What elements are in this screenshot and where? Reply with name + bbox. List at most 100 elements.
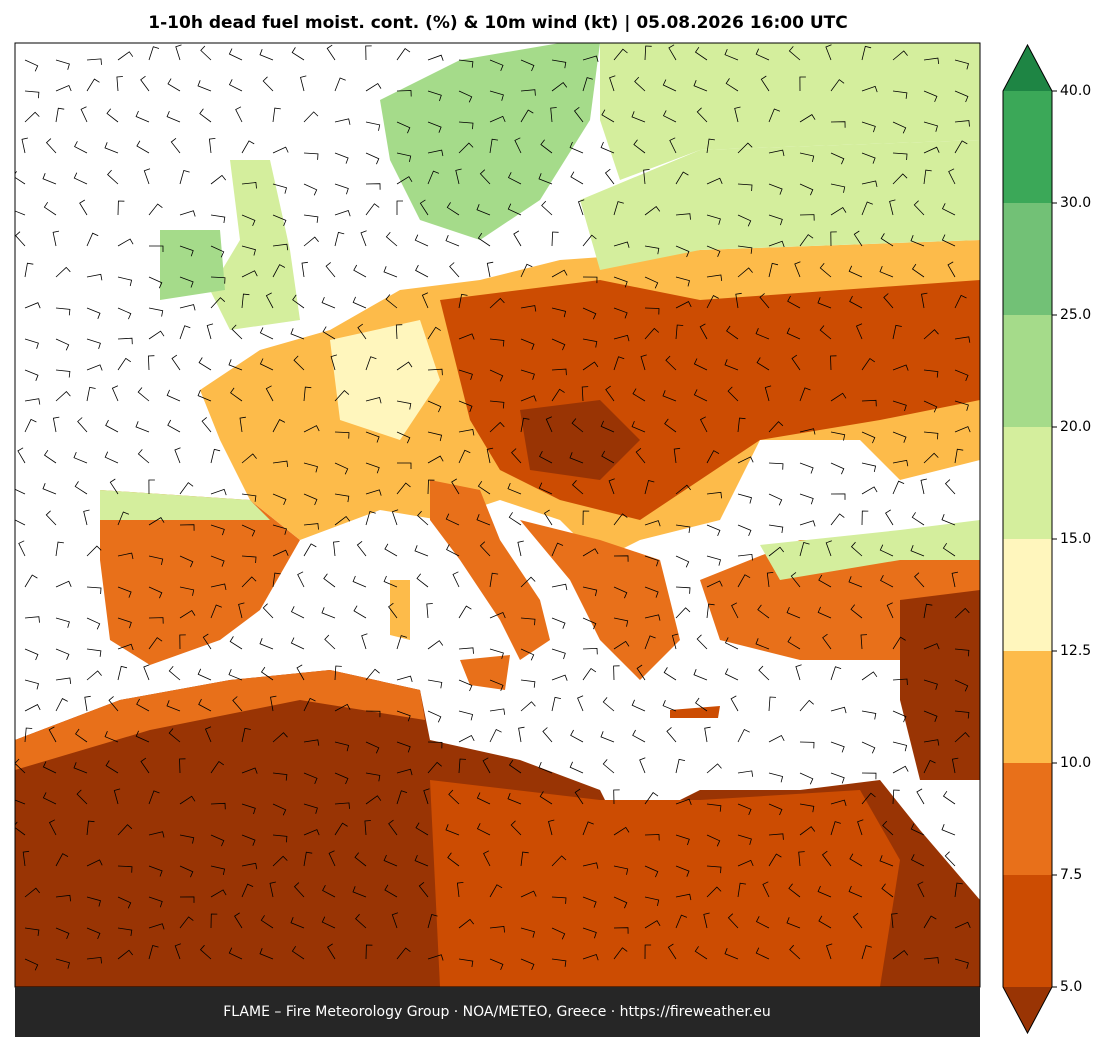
wind-barb xyxy=(452,571,460,588)
wind-barb xyxy=(954,369,969,382)
wind-barb xyxy=(83,509,90,526)
colorbar-tick-label: 7.5 xyxy=(1060,867,1082,883)
wind-barb xyxy=(605,385,615,402)
wind-barb xyxy=(148,517,165,526)
wind-barb xyxy=(107,169,119,185)
wind-barb xyxy=(76,789,88,805)
wind-barb xyxy=(734,106,741,123)
wind-barb xyxy=(520,927,535,938)
wind-barb xyxy=(725,78,739,92)
wind-barb xyxy=(24,338,39,349)
wind-barb xyxy=(706,763,722,774)
wind-barb xyxy=(830,513,845,526)
wind-barb xyxy=(706,295,719,309)
wind-barb xyxy=(822,633,832,650)
wind-barb xyxy=(788,46,801,61)
wind-barb xyxy=(86,58,102,65)
wind-barb xyxy=(296,664,305,681)
colorbar-segment xyxy=(1003,315,1052,427)
wind-barb xyxy=(892,636,906,650)
wind-barb xyxy=(570,171,584,185)
wind-barb xyxy=(675,893,692,901)
wind-barb xyxy=(303,803,318,814)
wind-barb xyxy=(396,176,413,185)
wind-barb xyxy=(941,514,956,526)
wind-barb xyxy=(880,233,894,247)
wind-barb xyxy=(539,451,553,464)
wind-barb xyxy=(551,269,568,278)
wind-barb xyxy=(520,369,535,380)
wind-barb xyxy=(427,455,444,464)
wind-barb xyxy=(489,611,506,619)
wind-barb xyxy=(923,329,939,340)
wind-barb xyxy=(675,798,692,805)
wind-barb xyxy=(270,695,277,712)
wind-barb xyxy=(303,152,319,160)
wind-barb xyxy=(171,354,181,371)
wind-barb xyxy=(210,913,218,929)
wind-barb xyxy=(613,665,620,681)
wind-barb xyxy=(135,110,150,123)
wind-barb xyxy=(15,482,26,495)
wind-barb xyxy=(694,946,708,960)
wind-barb xyxy=(885,509,894,526)
wind-barb xyxy=(789,944,801,960)
colorbar-segment xyxy=(1003,203,1052,315)
wind-barb xyxy=(706,865,722,874)
wind-barb xyxy=(231,324,243,340)
wind-barb xyxy=(633,139,646,154)
iberia-north xyxy=(100,490,270,520)
wind-barb xyxy=(954,882,963,898)
colorbar-tick-label: 30.0 xyxy=(1060,195,1091,211)
wind-barb xyxy=(458,142,474,154)
wind-barb xyxy=(514,137,522,154)
wind-barb xyxy=(737,456,754,464)
wind-barb xyxy=(706,603,715,619)
wind-barb xyxy=(582,361,599,371)
wind-barb xyxy=(397,462,412,469)
wind-barb xyxy=(644,586,659,598)
wind-barb xyxy=(55,927,70,940)
wind-barb xyxy=(799,214,815,221)
wind-barb xyxy=(726,325,739,340)
wind-barb xyxy=(704,726,711,743)
wind-barb xyxy=(229,636,243,650)
wind-barb xyxy=(333,541,340,557)
iberia xyxy=(100,490,300,665)
wind-barb xyxy=(489,138,499,154)
wind-barb xyxy=(489,926,505,933)
wind-barb xyxy=(322,885,336,898)
wind-barb xyxy=(613,826,630,836)
wind-barb xyxy=(43,449,57,464)
footer-bar xyxy=(15,987,980,1037)
wind-barb xyxy=(167,78,181,92)
wind-barb xyxy=(383,575,398,588)
wind-barb xyxy=(148,330,165,340)
wind-barb xyxy=(272,772,288,781)
wind-barb xyxy=(458,333,475,340)
wind-barb xyxy=(303,739,320,746)
wind-barb xyxy=(52,416,60,433)
wind-barb xyxy=(507,172,522,185)
wind-barb xyxy=(644,792,659,805)
wind-barb xyxy=(396,361,413,371)
wind-barb xyxy=(458,958,474,968)
wind-barb xyxy=(166,700,181,712)
wind-barb xyxy=(458,679,473,692)
wind-barb xyxy=(117,511,130,526)
wind-barb xyxy=(600,731,615,743)
wind-barb xyxy=(941,824,956,836)
wind-barb xyxy=(613,927,629,934)
wind-barb xyxy=(86,273,103,281)
wind-barb xyxy=(923,710,938,722)
wind-barb xyxy=(482,757,491,774)
wind-barb xyxy=(210,245,225,258)
wind-barb xyxy=(954,732,970,743)
wind-barb xyxy=(954,90,969,103)
wind-barb xyxy=(759,293,770,309)
wind-barb xyxy=(427,400,442,413)
wind-barb xyxy=(954,648,970,657)
wind-barb xyxy=(706,177,723,185)
wind-barb xyxy=(880,575,894,588)
